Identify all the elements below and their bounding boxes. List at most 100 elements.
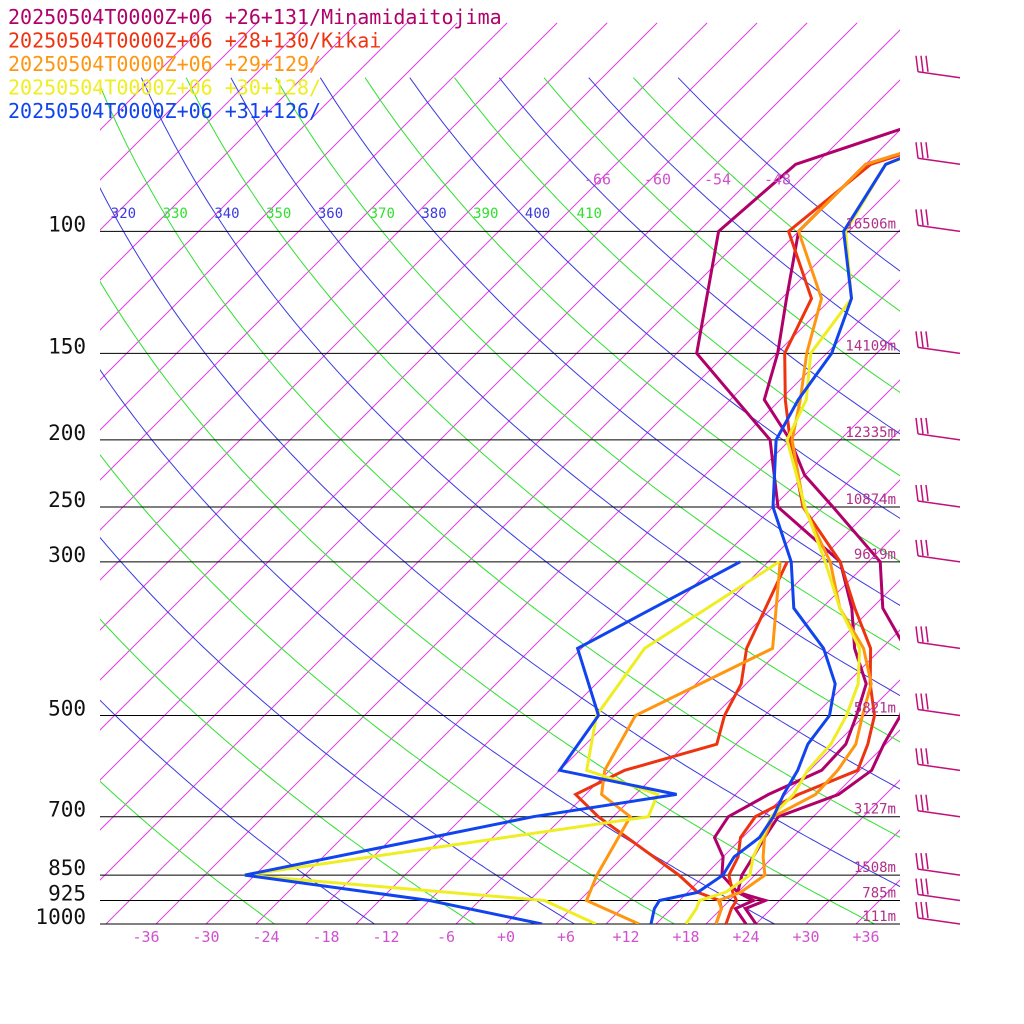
wind-barb-feather [925, 331, 929, 348]
wind-barb-feather [915, 331, 919, 348]
series-3-temperature-line [714, 152, 900, 924]
wind-barb-feather [915, 748, 919, 765]
wind-barb-feather [915, 693, 919, 710]
pressure-label: 700 [48, 798, 86, 822]
wind-barb-feather [915, 55, 919, 72]
wind-barb-feather [915, 878, 919, 895]
height-label: 111m [862, 909, 896, 925]
pressure-label: 500 [48, 697, 86, 721]
isotherm-line [505, 529, 900, 924]
isotherm-line [305, 329, 900, 924]
theta-line [185, 77, 900, 743]
isotherm-line [555, 579, 900, 924]
temperature-tick-label: +36 [852, 928, 879, 946]
pressure-label: 925 [48, 882, 86, 906]
wind-barb-staff [917, 500, 961, 508]
theta-label: 380 [421, 206, 446, 222]
series-4-dewpoint-line [244, 560, 781, 924]
theta-label: 410 [577, 206, 602, 222]
wind-barb-feather [915, 626, 919, 643]
theta-label: 360 [318, 206, 343, 222]
isotherm-line [100, 22, 458, 381]
wind-barb-feather [915, 142, 919, 159]
wind-barb-feather [925, 901, 929, 919]
wind-barb-feather [925, 484, 929, 502]
wind-barb-staff [917, 641, 961, 650]
wind-barb-staff [917, 893, 961, 902]
wind-barb-staff [917, 809, 961, 818]
isotherm-line [805, 829, 900, 924]
wind-barb-feather [915, 794, 919, 811]
wind-barb-feather [915, 417, 919, 434]
height-label: 1508m [854, 860, 896, 876]
temperature-tick-label: +6 [557, 928, 575, 946]
wind-barb [915, 901, 961, 925]
height-label: 9619m [854, 547, 896, 563]
theta-label: 390 [473, 206, 498, 222]
wind-barb-staff [917, 868, 961, 876]
isotherm-line [100, 22, 758, 681]
temperature-tick-label: -24 [252, 928, 279, 946]
pressure-label: 100 [48, 212, 86, 236]
wind-barb-staff [917, 433, 961, 441]
theta-line [319, 77, 900, 606]
wind-barb-feather [920, 55, 924, 72]
wind-barb [915, 693, 961, 717]
wind-barb-staff [917, 70, 961, 79]
theta-line [454, 77, 900, 477]
wind-barb-feather [925, 794, 929, 811]
isotherm-line [100, 22, 558, 481]
theta-line [364, 77, 900, 563]
wind-barb [915, 209, 961, 233]
wind-barb-staff [917, 555, 961, 563]
wind-barb-feather [925, 539, 929, 556]
temperature-tick-label: -12 [372, 928, 399, 946]
isotherm-label: -54 [704, 170, 731, 188]
isotherm-line [605, 629, 900, 924]
theta-label: 330 [163, 206, 188, 222]
isotherm-label: -60 [644, 170, 671, 188]
isotherm-line [100, 22, 808, 731]
wind-barb-feather [925, 748, 929, 765]
wind-barb [915, 484, 961, 508]
wind-barb-feather [920, 539, 924, 556]
pressure-label: 150 [48, 334, 86, 358]
isotherm-line [355, 379, 900, 924]
wind-barb-feather [920, 748, 924, 765]
pressure-label: 1000 [35, 905, 86, 929]
isotherm-line [205, 229, 900, 924]
isotherm-line [100, 22, 858, 781]
theta-label: 340 [214, 206, 239, 222]
temperature-tick-label: +18 [672, 928, 699, 946]
wind-barb-feather [925, 626, 929, 643]
isotherm-line [100, 22, 208, 131]
series-3-dewpoint-line [584, 561, 782, 924]
theta-line [140, 77, 900, 790]
legend-entry: 20250504T0000Z+06 +29+129/ [8, 52, 321, 76]
legend: 20250504T0000Z+06 +26+131/Minamidaitojim… [8, 5, 502, 123]
wind-barb [915, 142, 961, 166]
isotherm-line [105, 129, 900, 924]
isotherm-line [100, 22, 308, 231]
wind-barb-feather [915, 539, 919, 556]
temperature-tick-label: -18 [312, 928, 339, 946]
temperature-tick-label: +0 [497, 928, 515, 946]
series-5-temperature-line [649, 156, 900, 924]
wind-barb-feather [920, 878, 924, 895]
isotherm-label: -66 [584, 170, 611, 188]
theta-line [100, 84, 900, 838]
isotherm-line [100, 22, 708, 631]
wind-barb-feather [920, 853, 924, 870]
theta-line [275, 77, 900, 651]
series-1-temperature-line [735, 152, 900, 924]
theta-label: 400 [525, 206, 550, 222]
wind-barb [915, 853, 961, 876]
theta-line [100, 780, 275, 924]
legend-entry: 20250504T0000Z+06 +31+126/ [8, 99, 321, 123]
grid [100, 22, 900, 924]
wind-barb-feather [925, 693, 929, 710]
temperature-tick-label: -6 [437, 928, 455, 946]
isotherm-line [100, 22, 508, 431]
